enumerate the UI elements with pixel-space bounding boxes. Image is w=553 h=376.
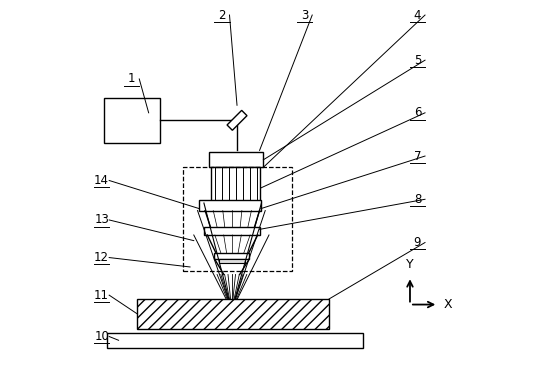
Text: 8: 8 — [414, 193, 421, 206]
Text: 14: 14 — [94, 174, 109, 187]
Text: 1: 1 — [128, 73, 135, 85]
Bar — [211, 167, 260, 203]
Text: 6: 6 — [414, 106, 421, 119]
Bar — [204, 227, 260, 235]
Bar — [182, 167, 291, 271]
Text: 2: 2 — [218, 9, 226, 21]
Text: 5: 5 — [414, 54, 421, 67]
Text: 4: 4 — [414, 9, 421, 21]
Bar — [200, 200, 262, 211]
Bar — [103, 98, 160, 143]
Text: 10: 10 — [94, 330, 109, 343]
Bar — [219, 259, 244, 263]
Polygon shape — [227, 110, 247, 130]
Bar — [137, 299, 329, 329]
Text: 11: 11 — [94, 289, 109, 302]
Text: 9: 9 — [414, 236, 421, 249]
Text: 7: 7 — [414, 150, 421, 162]
Text: 3: 3 — [301, 9, 309, 21]
Text: X: X — [444, 298, 452, 311]
Bar — [107, 333, 363, 348]
Bar — [209, 152, 263, 167]
Text: 13: 13 — [94, 214, 109, 226]
Text: Y: Y — [406, 258, 414, 271]
Text: 12: 12 — [94, 251, 109, 264]
Bar — [215, 253, 249, 259]
